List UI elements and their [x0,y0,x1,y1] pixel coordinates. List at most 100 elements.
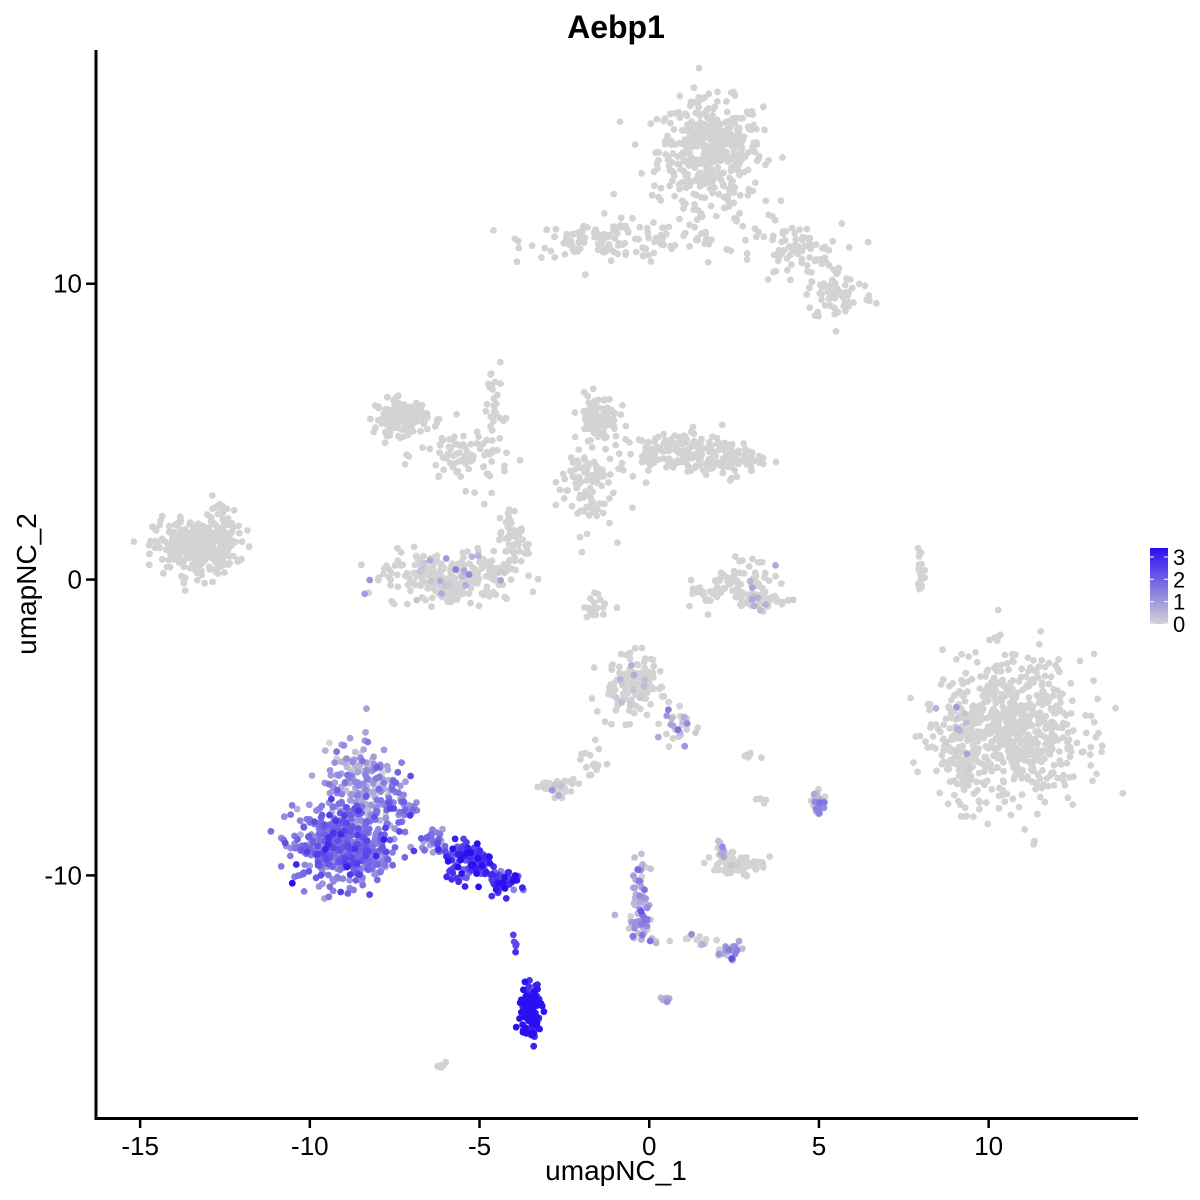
scatter-point [761,126,768,134]
scatter-point [590,664,598,671]
scatter-point [490,547,498,555]
scatter-point [624,228,632,236]
scatter-point [681,742,689,750]
scatter-point [735,449,742,457]
scatter-point [552,501,560,509]
scatter-point [650,219,657,226]
scatter-point [394,544,401,552]
scatter-point [677,179,685,187]
scatter-point [612,706,620,714]
scatter-point [713,440,721,448]
scatter-point [951,760,959,768]
scatter-point [788,224,796,232]
scatter-point [764,276,772,283]
scatter-point [827,302,834,310]
scatter-point [416,567,424,575]
scatter-point [394,583,402,590]
scatter-point [818,296,825,304]
scatter-point [491,378,499,386]
scatter-point [998,756,1006,763]
scatter-point [1048,707,1056,714]
scatter-point [551,254,559,261]
scatter-point [245,543,253,551]
scatter-point [600,245,608,253]
scatter-point [462,487,470,495]
scatter-point [486,853,493,861]
scatter-point [419,444,426,451]
scatter-point [633,702,640,710]
scatter-point [436,449,443,457]
scatter-point [737,456,745,464]
scatter-point [500,560,508,568]
scatter-point [227,536,235,544]
scatter-point [421,847,428,854]
scatter-point [689,160,697,168]
scatter-point [383,393,391,401]
scatter-point [363,837,371,845]
scatter-point [651,182,658,190]
scatter-point [573,484,581,492]
scatter-point [675,160,683,168]
scatter-point [649,656,657,664]
scatter-point [693,216,701,224]
scatter-point [450,452,457,460]
scatter-point [551,233,558,241]
scatter-point [805,284,813,292]
scatter-point [180,579,188,587]
scatter-point [945,761,953,768]
scatter-point [383,762,391,770]
scatter-point [718,135,726,143]
scatter-point [617,214,625,222]
scatter-point [731,467,739,474]
scatter-point [638,850,645,858]
scatter-point [430,586,438,593]
scatter-point [514,540,521,547]
scatter-point [380,746,388,754]
scatter-point [659,447,667,455]
scatter-point [516,457,524,464]
scatter-point [748,861,756,869]
scatter-point [606,471,614,478]
scatter-point [831,291,839,299]
scatter-point [480,463,488,470]
scatter-point [736,601,744,608]
scatter-point [752,125,760,133]
scatter-point [570,230,578,238]
scatter-point [1052,662,1059,669]
scatter-point [1039,767,1046,774]
scatter-point [387,576,395,584]
scatter-point [999,791,1006,799]
scatter-point [438,590,445,597]
scatter-point [315,883,323,890]
scatter-point [617,411,625,418]
scatter-point [630,872,637,879]
scatter-point [511,872,519,879]
scatter-point [637,908,645,915]
scatter-point [454,863,462,871]
scatter-point [340,742,348,749]
scatter-point [380,565,388,572]
scatter-point [156,544,164,552]
scatter-point [525,540,532,548]
scatter-point [492,886,500,893]
scatter-point [496,434,504,442]
scatter-point [288,879,296,887]
scatter-point [393,419,400,427]
scatter-point [483,583,491,591]
scatter-point [638,458,646,466]
scatter-point [728,955,736,962]
scatter-point [424,585,432,592]
scatter-point [629,932,637,940]
scatter-point [455,449,463,457]
scatter-point [529,588,537,596]
scatter-point [555,792,563,799]
scatter-point [704,259,712,266]
scatter-point [615,450,623,457]
scatter-point [346,811,354,818]
scatter-point [742,447,750,454]
scatter-point [736,191,744,199]
scatter-point [743,872,751,880]
scatter-point [1001,693,1009,700]
scatter-point [488,557,496,565]
scatter-point [459,573,466,580]
